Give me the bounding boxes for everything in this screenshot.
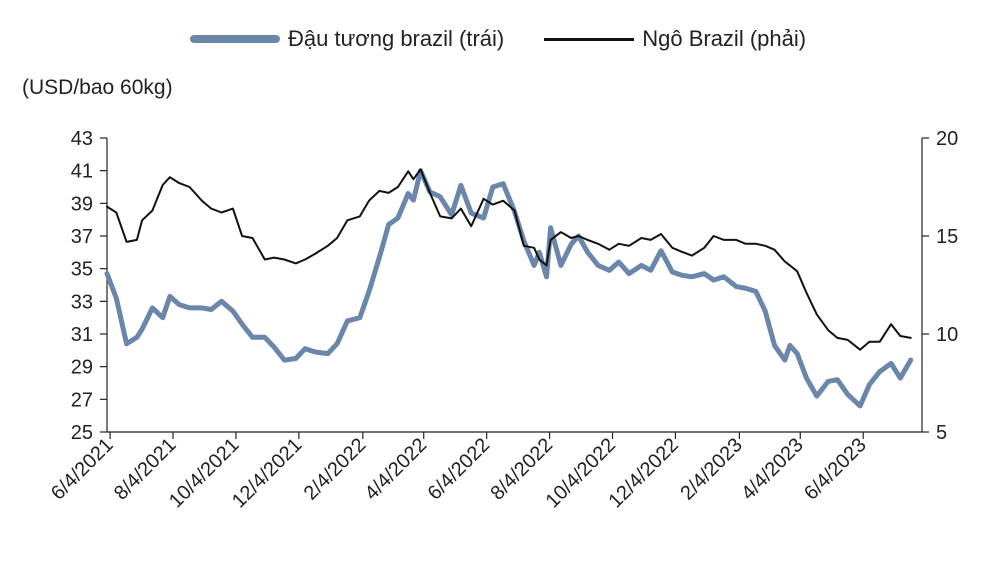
y-left-tick-label: 27 (71, 389, 93, 411)
x-tick-label: 4/4/2023 (737, 434, 808, 505)
y-left-tick-label: 43 (71, 128, 93, 150)
legend-label-corn: Ngô Brazil (phải) (642, 26, 807, 51)
x-tick-label: 6/4/2022 (424, 434, 495, 505)
y-right-tick-label: 10 (936, 324, 958, 346)
y-left-tick-label: 35 (71, 259, 93, 281)
y-left-tick-label: 29 (71, 357, 93, 379)
y-right-tick-label: 5 (936, 422, 947, 444)
legend: Đậu tương brazil (trái) Ngô Brazil (phải… (190, 26, 846, 52)
y-left-tick-label: 41 (71, 161, 93, 183)
series-line-corn (106, 168, 912, 351)
legend-item-soybean: Đậu tương brazil (trái) (190, 26, 504, 52)
y-right-tick-label: 20 (936, 128, 958, 150)
chart-series (104, 168, 914, 409)
x-tick-label: 2/4/2023 (676, 434, 747, 505)
y-right-tick-label: 15 (936, 226, 958, 248)
x-tick-label: 6/4/2023 (800, 434, 871, 505)
y-left-tick-label: 25 (71, 422, 93, 444)
y-left-tick-label: 31 (71, 324, 93, 346)
y-axis-unit-label: (USD/bao 60kg) (22, 76, 173, 99)
y-left-tick-label: 33 (71, 291, 93, 313)
x-tick-label: 6/4/2021 (47, 434, 118, 505)
legend-swatch-corn (544, 37, 635, 41)
y-left-tick-label: 39 (71, 193, 93, 215)
x-tick-label: 4/4/2022 (361, 434, 432, 505)
y-left-tick-label: 37 (71, 226, 93, 248)
legend-swatch-soybean (190, 35, 280, 43)
legend-item-corn: Ngô Brazil (phải) (544, 26, 806, 52)
x-tick-label: 2/4/2022 (300, 434, 371, 505)
legend-label-soybean: Đậu tương brazil (trái) (288, 26, 505, 51)
